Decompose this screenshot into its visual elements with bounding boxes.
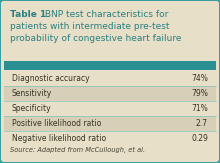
FancyBboxPatch shape [1, 1, 219, 66]
Bar [4, 116, 216, 131]
Text: Specificity: Specificity [12, 104, 52, 113]
Bar [4, 71, 216, 86]
Text: probability of congestive heart failure: probability of congestive heart failure [10, 34, 182, 43]
Text: 2.7: 2.7 [196, 119, 208, 128]
Text: Sensitivity: Sensitivity [12, 89, 52, 98]
Text: Source: Adapted from McCullough, et al.: Source: Adapted from McCullough, et al. [10, 147, 145, 153]
Text: patients with intermediate pre-test: patients with intermediate pre-test [10, 22, 169, 31]
Text: 79%: 79% [191, 89, 208, 98]
Text: Negative likelihood ratio: Negative likelihood ratio [12, 134, 106, 143]
Text: 74%: 74% [191, 74, 208, 83]
Bar [4, 101, 216, 116]
Text: Diagnostic accuracy: Diagnostic accuracy [12, 74, 90, 83]
Text: Positive likelihood ratio: Positive likelihood ratio [12, 119, 101, 128]
Bar [4, 131, 216, 146]
Bar [4, 61, 216, 70]
Text: Table 1.: Table 1. [10, 10, 50, 19]
Text: BNP test characteristics for: BNP test characteristics for [42, 10, 168, 19]
Text: 71%: 71% [191, 104, 208, 113]
Text: 0.29: 0.29 [191, 134, 208, 143]
FancyBboxPatch shape [1, 1, 219, 162]
Bar [4, 86, 216, 101]
